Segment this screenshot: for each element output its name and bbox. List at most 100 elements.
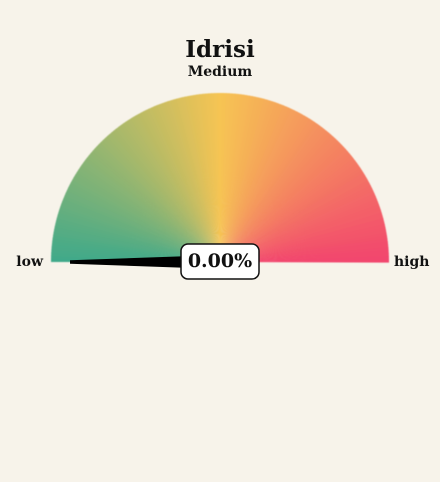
gauge-arc-segment [220, 169, 364, 262]
gauge-arc-segment [220, 146, 347, 262]
gauge-arc-segment [220, 144, 345, 262]
gauge-arc-segment [81, 162, 220, 262]
gauge-arc-segment [220, 111, 300, 262]
gauge-arc-segment [220, 212, 383, 262]
gauge-arc-segment [220, 256, 389, 262]
gauge-arc-segment [220, 132, 332, 262]
value-box [180, 243, 260, 280]
gauge-arc-segment [127, 118, 220, 262]
gauge-arc-segment [123, 121, 220, 263]
gauge-arc-segment [220, 247, 389, 262]
gauge-arc-segment [170, 99, 220, 262]
min-label: low [16, 254, 44, 270]
gauge-arc-segment [132, 115, 220, 262]
gauge-arc-segment [85, 157, 220, 262]
gauge-arc-segment [220, 226, 387, 262]
gauge-arc-segment [220, 165, 361, 262]
gauge-arc-segment [220, 187, 374, 262]
gauge-arc-segment [140, 111, 220, 262]
gauge-arc-segment [196, 94, 220, 263]
gauge-arc-segment [102, 137, 220, 262]
gauge-arc-segment [118, 124, 220, 262]
gauge-arc-segment [220, 155, 354, 262]
gauge-arc-segment [208, 93, 220, 262]
gauge-arc-segment [220, 121, 318, 262]
gauge-arc-segment [220, 151, 350, 262]
gauge-arc-segment [70, 179, 220, 262]
gauge-arc-segment [220, 221, 385, 262]
gauge-arc-segment [111, 130, 220, 262]
gauge-arc-segment [143, 109, 220, 262]
gauge-arc-segment [76, 169, 221, 262]
gauge-arc-segment [220, 130, 330, 262]
chart-subtitle: Medium [188, 64, 253, 80]
gauge-arc-segment [220, 123, 320, 262]
gauge-arc-segment [176, 97, 220, 262]
gauge-arc-segment [109, 132, 220, 262]
gauge-arc-segment [220, 134, 334, 262]
gauge-arc-segment [220, 204, 381, 262]
gauge-arc-segment [86, 155, 220, 262]
gauge-arc-segment [220, 114, 306, 262]
gauge-arc-segment [220, 153, 352, 262]
gauge-arc-segment [220, 138, 338, 262]
gauge-arc-segment [214, 93, 220, 263]
gauge-arc-segment [135, 113, 220, 262]
gauge-arc-segment [100, 139, 220, 262]
gauge-arc-segment [98, 142, 220, 262]
gauge-arc-segment [104, 135, 220, 262]
chart-title: Idrisi [185, 36, 255, 63]
gauge-arc-segment [220, 160, 358, 262]
gauge-arc-segment [151, 106, 220, 262]
gauge-arc-segment [173, 98, 220, 262]
gauge-arc-segment [96, 144, 220, 262]
gauge-arc-segment [220, 218, 385, 262]
gauge-arc-segment [220, 177, 369, 262]
gauge-arc-segment [125, 119, 220, 263]
gauge-arc-segment [199, 93, 220, 262]
gauge-arc-segment [220, 244, 389, 262]
max-label: high [394, 254, 429, 270]
gauge-arc-segment [90, 150, 220, 262]
gauge-arc-segment [220, 112, 303, 262]
gauge-arc-segment [220, 117, 311, 262]
gauge-arc-segment [220, 172, 366, 262]
gauge-arc-segment [184, 95, 220, 262]
gauge-arc-segment [73, 174, 220, 262]
gauge-arc-segment [167, 100, 220, 262]
gauge-arc-segment [148, 107, 220, 262]
gauge-arc-segment [220, 206, 381, 262]
gauge-arc-segment [190, 94, 220, 262]
gauge-arc-segment [115, 126, 220, 263]
gauge-arc-segment [75, 171, 220, 262]
gauge-arc-segment [220, 259, 389, 263]
gauge-arc-segment [202, 93, 220, 262]
gauge-arc-segment [220, 136, 336, 262]
gauge-arc-segment [162, 101, 220, 263]
gauge-arc-segment [220, 201, 380, 262]
gauge-arc-segment [88, 152, 220, 262]
gauge-arc-segment [72, 176, 220, 262]
gauge-arc-segment [220, 215, 384, 262]
gauge-arc-segment [220, 142, 343, 262]
gauge-arc-segment [220, 241, 389, 262]
gauge-arc-segment [145, 108, 220, 262]
gauge-arc-segment [220, 128, 327, 262]
gauge-arc-segment [220, 162, 359, 262]
gauge-arc-segment [220, 253, 389, 262]
gauge-arc-segment [205, 93, 220, 263]
gauge-arc-segment [220, 238, 388, 262]
gauge-arc-segment [220, 108, 295, 262]
gauge-arc-segment [220, 182, 371, 262]
gauge-arc-segment [193, 94, 220, 262]
gauge-arc-segment [113, 128, 220, 262]
gauge-arc-segment [156, 103, 220, 262]
gauge-arc-segment [130, 116, 220, 262]
gauge-arc-segment [92, 148, 220, 262]
gauge-arc-segment [220, 250, 389, 262]
gauge-arc-segment [220, 118, 313, 263]
gauge-arc-segment [138, 112, 220, 262]
gauge-arc-segment [220, 167, 363, 262]
gauge-arc-segment [220, 209, 382, 262]
gauge-arc-segment [220, 232, 388, 262]
